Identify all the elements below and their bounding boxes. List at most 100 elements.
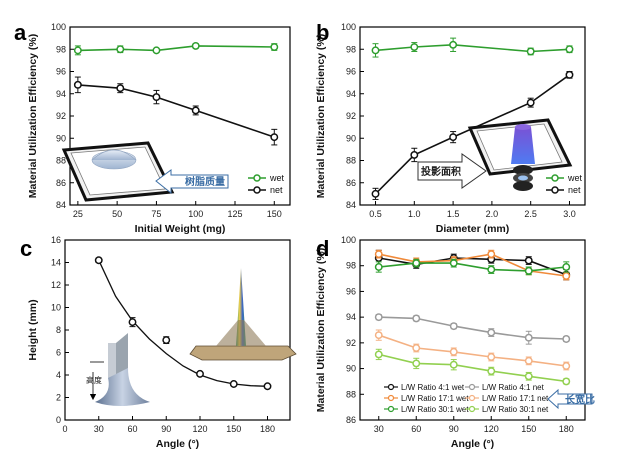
x-axis-label: Angle (°) [451,438,494,450]
x-tick-label: 120 [192,424,207,434]
x-tick-label: 1.5 [447,209,460,219]
legend-b-wet-marker [551,174,559,182]
data-point [270,43,279,51]
x-tick-label: 75 [151,209,161,219]
panel-d-plot: 86 88 90 92 94 96 98 100 30 60 90 120 150 180 Angle (°… [315,235,586,450]
panel-letter-d: d [316,236,329,261]
data-point [374,263,383,271]
y-axis-label: Height (mm) [27,299,39,360]
arrow-label-box-d [547,388,593,410]
y-tick-label: 90 [346,364,356,374]
x-tick-label: 2.5 [524,209,537,219]
y-tick-label: 84 [56,200,66,210]
legend-d-marker-0 [387,383,395,391]
data-point [371,189,380,198]
data-point [152,46,161,55]
data-point [412,359,421,368]
x-tick-label: 30 [374,424,384,434]
data-point [229,380,238,388]
y-tick-label: 12 [51,280,61,290]
y-axis-label: Material Utilization Efficiency (%) [315,34,327,199]
legend-d-item: L/W Ratio 17:1 wet [384,394,469,403]
x-tick-label: 25 [73,209,83,219]
legend-d-item: L/W Ratio 30:1 net [465,405,549,414]
annotation-aspect-ratio: 长宽比 [565,393,595,406]
resin-droplet-top [91,149,137,161]
data-point [562,263,571,271]
projector-lens-3 [513,181,533,191]
legend-b-wet-label: wet [567,173,583,183]
panel-a-plot: 84 86 88 90 92 94 96 98 100 25 50 75 100 125 150 Initia… [27,22,291,235]
data-point [562,335,571,343]
data-point [374,250,383,259]
spike-flare [216,320,266,346]
series-line [77,45,275,52]
legend-d-marker-2 [387,405,395,413]
x-tick-label: 180 [260,424,275,434]
panel-letter-a: a [14,20,27,45]
y-tick-label: 94 [346,89,356,99]
x-tick-label: 90 [161,424,171,434]
data-point [565,70,574,79]
x-tick-label: 180 [559,424,574,434]
data-point [116,84,125,93]
data-point [191,106,200,115]
light-spot [515,124,531,130]
panel-a-illustration: 树脂质量 [61,141,229,202]
x-tick-label: 3.0 [563,209,576,219]
data-point [526,47,535,56]
data-point [263,382,272,391]
x-tick-label: 60 [127,424,137,434]
panel-b-illustration: 投影面积 [417,118,573,191]
y-tick-label: 90 [346,133,356,143]
legend-a-net-marker [253,186,261,194]
y-tick-label: 96 [346,286,356,296]
panel-letter-b: b [316,20,329,45]
data-point [524,356,533,365]
legend-d-marker-1 [387,394,395,402]
legend-d-marker-5 [468,405,476,413]
y-tick-label: 90 [56,133,66,143]
data-point [487,250,496,259]
legend-d-label-1: L/W Ratio 17:1 wet [401,394,469,403]
cone-wall [116,333,128,378]
series-net [371,70,574,200]
series-line [378,334,567,367]
data-point [152,93,161,102]
arrow-label-box-b [417,153,487,189]
data-point [524,256,533,265]
annotation-resin-mass: 树脂质量 [185,175,225,188]
data-point [162,336,171,345]
y-tick-label: 96 [56,67,66,77]
y-tick-label: 98 [346,261,356,271]
data-point [562,362,571,370]
series-l-w-ratio-4-1-net [374,313,571,345]
projector-lens-highlight [518,175,528,181]
data-point [487,353,496,361]
x-axis-label: Initial Weight (mg) [135,223,226,235]
x-axis-label: Diameter (mm) [436,223,510,235]
legend-d-label-0: L/W Ratio 4:1 wet [401,383,465,392]
x-tick-label: 90 [449,424,459,434]
series-wet [371,37,574,58]
y-tick-label: 8 [56,325,61,335]
legend-d-item: L/W Ratio 17:1 net [465,394,549,403]
y-tick-label: 88 [56,156,66,166]
panel-letter-c: c [20,236,32,261]
data-point [410,43,419,51]
legend-d-item: L/W Ratio 30:1 wet [384,405,469,414]
data-point [565,45,574,54]
series-line [378,316,567,340]
legend-d-label-2: L/W Ratio 30:1 wet [401,405,469,414]
series-line [375,43,570,53]
data-point [73,46,82,55]
y-tick-label: 4 [56,370,61,380]
y-tick-label: 84 [346,200,356,210]
data-point [191,41,200,50]
panel-c-illustration: 高度 [86,268,297,406]
fit-curve [98,260,268,387]
panel-b-legend: wet net [546,173,583,195]
y-tick-label: 0 [56,415,61,425]
annotation-projection-area: 投影面积 [421,165,461,178]
